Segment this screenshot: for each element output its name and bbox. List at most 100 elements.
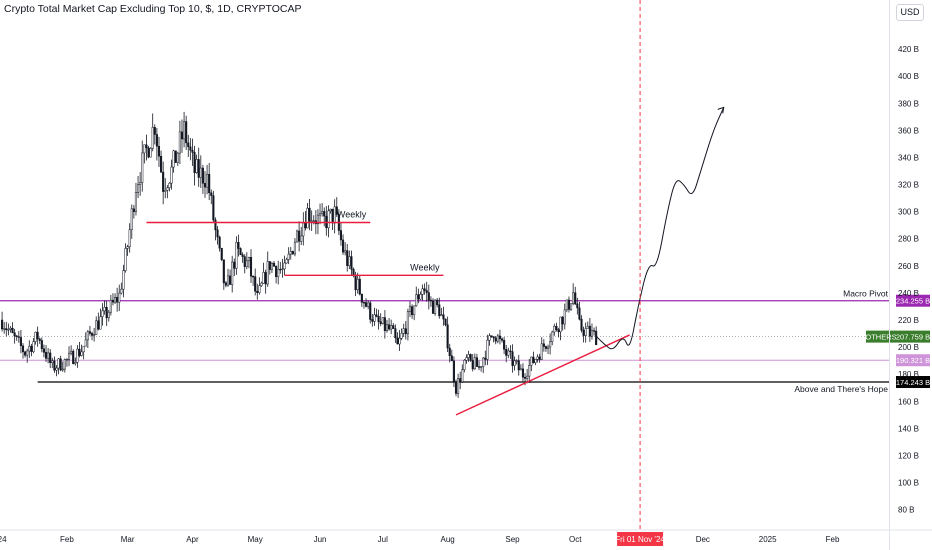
candle-body xyxy=(97,320,100,330)
candle-body xyxy=(111,299,115,303)
x-tick-label: 24 xyxy=(0,535,7,544)
candle-body xyxy=(381,317,384,324)
axes: 80 B 100 B 120 B 140 B 160 B 180 B 200 B 220 B 2… xyxy=(0,45,932,544)
candle-body xyxy=(61,368,64,371)
candle-body xyxy=(229,275,232,285)
candle-body xyxy=(172,150,175,168)
candle-body xyxy=(578,307,581,320)
candle-body xyxy=(231,261,234,285)
y-tick-label: 360 B xyxy=(898,126,919,135)
candle-body xyxy=(212,195,215,221)
candle-body xyxy=(306,207,309,229)
candle-body xyxy=(137,184,140,193)
candle-body xyxy=(440,314,443,317)
candle-body xyxy=(421,288,424,295)
candle-body xyxy=(473,357,476,370)
candle-body xyxy=(471,360,474,370)
currency-button[interactable]: USD xyxy=(896,4,924,21)
candle-body xyxy=(222,259,225,284)
candle-body xyxy=(344,250,347,253)
candle-body xyxy=(356,278,359,291)
candle-body xyxy=(17,336,20,338)
candle-body xyxy=(193,152,196,173)
x-tick-label: Jul xyxy=(378,535,388,544)
y-tick-label: 80 B xyxy=(898,506,914,515)
candle-body xyxy=(203,183,207,188)
candle-body xyxy=(526,375,529,379)
candle-body xyxy=(116,296,119,303)
candle-body xyxy=(254,276,257,292)
projection-path xyxy=(595,107,725,350)
candle-body xyxy=(475,357,478,367)
x-tick-label: May xyxy=(248,535,263,544)
current-price-tag-label: 207.759 B xyxy=(896,333,930,342)
candle-body xyxy=(467,354,470,358)
candle-body xyxy=(7,329,10,331)
candle-body xyxy=(498,335,501,340)
x-tick-label: Apr xyxy=(186,535,199,544)
candle-body xyxy=(446,324,449,349)
current-symbol-bg xyxy=(866,330,896,343)
candle-body xyxy=(431,300,435,314)
candle-body xyxy=(517,360,520,371)
candle-body xyxy=(394,328,397,339)
y-tick-label: 240 B xyxy=(898,289,919,298)
y-tick-label: 400 B xyxy=(898,72,919,81)
candle-body xyxy=(277,268,280,278)
candle-body xyxy=(51,360,54,363)
candle-body xyxy=(492,336,495,339)
candle-body xyxy=(379,321,382,324)
price-tag-label: 234.255 B xyxy=(896,297,930,306)
candle-body xyxy=(157,145,161,157)
x-tick-label: Sep xyxy=(505,535,520,544)
candle-body xyxy=(36,331,39,340)
candle-body xyxy=(300,235,303,242)
candle-body xyxy=(40,340,43,349)
candle-body xyxy=(509,350,512,352)
candle-body xyxy=(565,299,568,311)
candle-body xyxy=(459,378,462,383)
candle-body xyxy=(436,299,439,305)
candle-body xyxy=(9,327,12,330)
candle-body xyxy=(404,328,407,335)
candle-body xyxy=(199,167,202,178)
candle-body xyxy=(105,307,108,319)
candle-body xyxy=(582,329,585,336)
candle-body xyxy=(511,351,514,366)
candle-body xyxy=(206,173,209,188)
candle-body xyxy=(78,348,81,356)
candle-body xyxy=(321,211,324,214)
candle-body xyxy=(388,324,391,330)
candle-body xyxy=(360,293,363,303)
candle-body xyxy=(15,335,18,337)
candle-body xyxy=(26,350,29,356)
candle-body xyxy=(139,182,142,186)
candle-body xyxy=(143,144,146,154)
current-price-tag-bg xyxy=(896,330,930,343)
candle-body xyxy=(245,260,248,267)
candle-body xyxy=(293,241,296,255)
candle-body xyxy=(122,270,125,290)
candle-body xyxy=(283,262,286,270)
candle-body xyxy=(262,272,265,284)
candle-body xyxy=(536,356,539,360)
candle-body xyxy=(365,302,368,307)
current-symbol-label: OTHERS xyxy=(865,333,896,342)
candle-body xyxy=(86,331,89,341)
weekly-level-label: Weekly xyxy=(410,262,440,272)
candle-body xyxy=(80,351,83,356)
horizontal-levels: Macro Pivot 234.255 B Above and There's Ho… xyxy=(0,289,930,394)
candle-body xyxy=(99,316,102,330)
candle-body xyxy=(532,356,535,364)
candle-body xyxy=(513,360,516,366)
candle-body xyxy=(480,366,483,368)
candle-body xyxy=(423,288,426,291)
candle-body xyxy=(128,229,131,247)
candle-body xyxy=(162,171,165,192)
candle-body xyxy=(540,343,543,360)
y-tick-label: 220 B xyxy=(898,316,919,325)
level-label: Above and There's Hope xyxy=(794,384,888,394)
candle-body xyxy=(235,242,238,269)
candle-body xyxy=(233,261,236,269)
